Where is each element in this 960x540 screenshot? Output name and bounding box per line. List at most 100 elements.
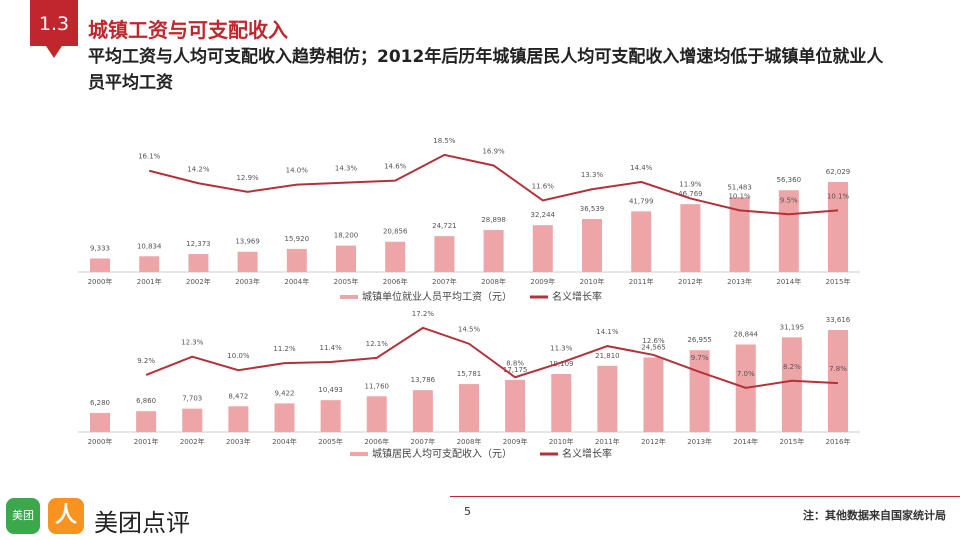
bar-label: 13,786 [411,376,436,384]
bar [828,330,848,432]
bar-label: 28,844 [734,330,759,338]
legend-line-label: 名义增长率 [562,447,612,460]
bar-label: 56,360 [777,176,802,184]
x-tick-label: 2004年 [284,277,309,286]
line-label: 12.9% [236,174,259,182]
bar-label: 11,760 [365,382,390,390]
bar [182,408,203,432]
bar-label: 51,483 [727,183,752,191]
legend-bar-label: 城镇单位就业人员平均工资（元） [362,290,512,303]
line-label: 9.5% [780,196,798,204]
footer-divider [450,496,960,497]
line-label: 12.3% [181,339,204,347]
line-label: 9.7% [691,354,709,362]
bar-label: 41,799 [629,197,654,205]
x-tick-label: 2001年 [137,277,162,286]
line-label: 7.0% [737,370,755,378]
bar [532,225,553,272]
bar-label: 6,280 [90,399,110,407]
x-tick-label: 2011年 [629,277,654,286]
x-tick-label: 2008年 [481,277,506,286]
bar-label: 9,333 [90,244,110,252]
x-tick-label: 2012年 [641,437,666,446]
bar-label: 32,244 [531,211,556,219]
bar [781,337,802,432]
line-label: 7.8% [829,365,847,373]
bar [320,400,341,432]
line-label: 17.2% [412,310,435,318]
brand-name: 美团点评 [94,509,190,537]
bar [366,396,387,432]
bar-label: 19,109 [549,360,574,368]
line-label: 13.3% [581,171,604,179]
line-label: 14.0% [286,167,309,175]
x-tick-label: 2009年 [530,277,555,286]
line-label: 12.6% [642,337,665,345]
x-tick-label: 2002年 [180,437,205,446]
bar [385,241,406,272]
bar-label: 36,539 [580,205,605,213]
bar [237,251,258,272]
legend-bar-swatch [350,452,368,456]
line-label: 11.6% [532,182,555,190]
bar [680,204,701,272]
legend-line-label: 名义增长率 [552,290,602,303]
x-tick-label: 2012年 [678,277,703,286]
page-number: 5 [464,505,471,518]
bar [828,182,848,272]
bar-label: 20,856 [383,228,408,236]
bar [597,365,618,432]
x-tick-label: 2002年 [186,277,211,286]
line-label: 11.2% [273,345,296,353]
x-tick-label: 2016年 [826,437,851,446]
line-label: 14.3% [335,165,358,173]
x-tick-label: 2003年 [226,437,251,446]
bar-label: 26,955 [687,336,712,344]
bar [505,379,526,432]
bar-label: 7,703 [182,395,202,403]
x-tick-label: 2013年 [727,277,752,286]
bar [551,374,572,432]
line-label: 8.2% [783,363,801,371]
line-label: 9.2% [137,357,155,365]
bar [643,357,664,432]
x-tick-label: 2000年 [88,437,113,446]
legend-bar-swatch [340,295,358,299]
x-tick-label: 2014年 [776,277,801,286]
bar [90,258,110,272]
bar-label: 13,969 [235,238,260,246]
bar-label: 46,769 [678,190,703,198]
line-label: 14.1% [596,328,619,336]
x-tick-label: 2014年 [733,437,758,446]
x-tick-label: 2006年 [364,437,389,446]
bar [582,218,602,272]
x-tick-label: 2007年 [432,277,457,286]
line-label: 14.5% [458,326,481,334]
person-icon: 人 [48,498,84,534]
bar [483,230,504,272]
line-label: 14.6% [384,163,407,171]
bar-label: 6,860 [136,397,156,405]
x-tick-label: 2003年 [235,277,260,286]
line-label: 18.5% [433,137,456,145]
bar-label: 15,781 [457,370,482,378]
line-label: 11.4% [320,344,343,352]
bar-label: 24,721 [432,222,457,230]
bar [139,256,160,272]
bar-label: 62,029 [826,168,851,176]
bar [188,254,209,272]
x-tick-label: 2015年 [826,277,851,286]
line-label: 11.9% [679,180,702,188]
x-tick-label: 2004年 [272,437,297,446]
x-tick-label: 2005年 [318,437,343,446]
line-label: 10.1% [827,192,850,200]
bar-label: 17,175 [503,366,528,374]
bar-label: 31,195 [780,323,805,331]
x-tick-label: 2005年 [334,277,359,286]
bar-label: 10,834 [137,242,162,250]
section-number: 1.3 [30,0,78,58]
bar-label: 10,493 [318,386,343,394]
bar [336,245,356,272]
line-label: 14.2% [187,165,210,173]
x-tick-label: 2007年 [410,437,435,446]
